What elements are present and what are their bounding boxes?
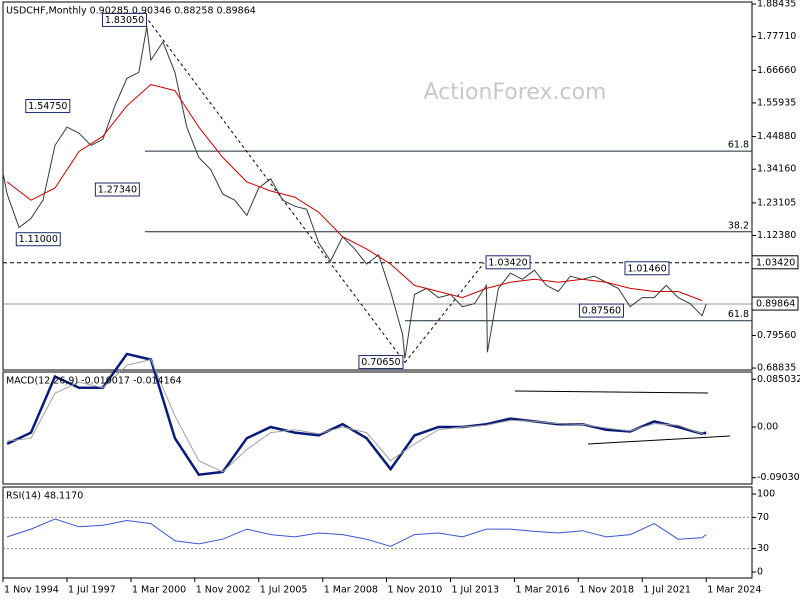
fib-label: 61.8 xyxy=(728,140,749,151)
annotation-box xyxy=(358,355,404,370)
x-tick-label: 1 Nov 2018 xyxy=(579,585,634,596)
x-tick-label: 1 Nov 2002 xyxy=(196,585,251,596)
x-tick-label: 1 Mar 2016 xyxy=(515,585,569,596)
x-tick-label: 1 Jul 2013 xyxy=(451,585,499,596)
price-level-box xyxy=(751,296,799,311)
y-tick-label: 30 xyxy=(757,543,769,554)
annotation-label: 1.83050 xyxy=(105,15,144,26)
y-tick-label: -0.090302 xyxy=(757,472,800,483)
panel-frame xyxy=(2,371,753,485)
series-line xyxy=(6,352,707,477)
y-tick-label: 1.88435 xyxy=(757,0,796,10)
y-tick-label: 0.00 xyxy=(757,422,778,433)
panel-title: RSI(14) 48.1170 xyxy=(6,491,83,502)
annotation-label: 0.70650 xyxy=(361,357,400,368)
annotation-label: 1.11000 xyxy=(19,234,58,245)
annotation-label: 1.03420 xyxy=(488,257,527,268)
y-tick-label: 0.79560 xyxy=(757,330,796,341)
annotation-box xyxy=(15,232,61,247)
fib-label: 61.8 xyxy=(728,309,749,320)
trend-line xyxy=(587,435,731,445)
price-level-label: 0.89864 xyxy=(756,299,795,310)
y-tick-label: 0.68835 xyxy=(757,363,796,374)
y-tick-label: 1.66660 xyxy=(757,65,796,76)
panel-title: MACD(12,26,9) -0.010017 -0.014164 xyxy=(6,376,182,387)
annotation-label: 1.54750 xyxy=(28,101,67,112)
y-tick-label: 100 xyxy=(757,489,775,500)
y-tick-label: 1.77710 xyxy=(757,31,796,42)
series-line xyxy=(2,26,707,359)
y-tick-label: 70 xyxy=(757,512,769,523)
annotation-box xyxy=(101,12,147,27)
trend-line xyxy=(514,390,709,394)
x-tick-label: 1 Mar 2008 xyxy=(324,585,378,596)
annotation-label: 1.01460 xyxy=(627,263,666,274)
series-line xyxy=(6,518,707,547)
y-tick-label: 1.23105 xyxy=(757,197,796,208)
y-tick-label: 1.44880 xyxy=(757,131,796,142)
panel-frame xyxy=(2,1,753,371)
trend-line xyxy=(148,20,406,363)
price-level-box xyxy=(751,255,799,270)
watermark: ActionForex.com xyxy=(424,80,607,105)
annotation-box xyxy=(485,255,531,270)
panel-title: USDCHF,Monthly 0.90285 0.90346 0.88258 0… xyxy=(6,6,256,17)
price-level-label: 1.03420 xyxy=(756,257,795,268)
y-tick-label: 1.55935 xyxy=(757,97,796,108)
x-tick-label: 1 Mar 2024 xyxy=(707,585,761,596)
annotation-label: 1.27340 xyxy=(98,184,137,195)
annotation-box xyxy=(624,261,670,276)
x-tick-label: 1 Jul 2021 xyxy=(643,585,691,596)
annotation-box xyxy=(578,303,624,318)
x-tick-label: 1 Nov 2010 xyxy=(387,585,442,596)
annotation-box xyxy=(25,99,71,114)
x-tick-label: 1 Jul 1997 xyxy=(68,585,116,596)
y-tick-label: 0 xyxy=(757,566,763,577)
y-tick-label: 1.12380 xyxy=(757,230,796,241)
fib-label: 38.2 xyxy=(728,220,749,231)
x-tick-label: 1 Nov 1994 xyxy=(4,585,59,596)
x-tick-label: 1 Mar 2000 xyxy=(132,585,186,596)
annotation-box xyxy=(94,182,140,197)
x-tick-label: 1 Jul 2005 xyxy=(260,585,308,596)
panel-frame xyxy=(2,486,753,579)
series-line xyxy=(6,83,703,302)
series-line xyxy=(7,359,707,473)
y-tick-label: 0.085032 xyxy=(757,374,800,385)
y-tick-label: 1.34160 xyxy=(757,164,796,175)
annotation-label: 0.87560 xyxy=(582,306,621,317)
